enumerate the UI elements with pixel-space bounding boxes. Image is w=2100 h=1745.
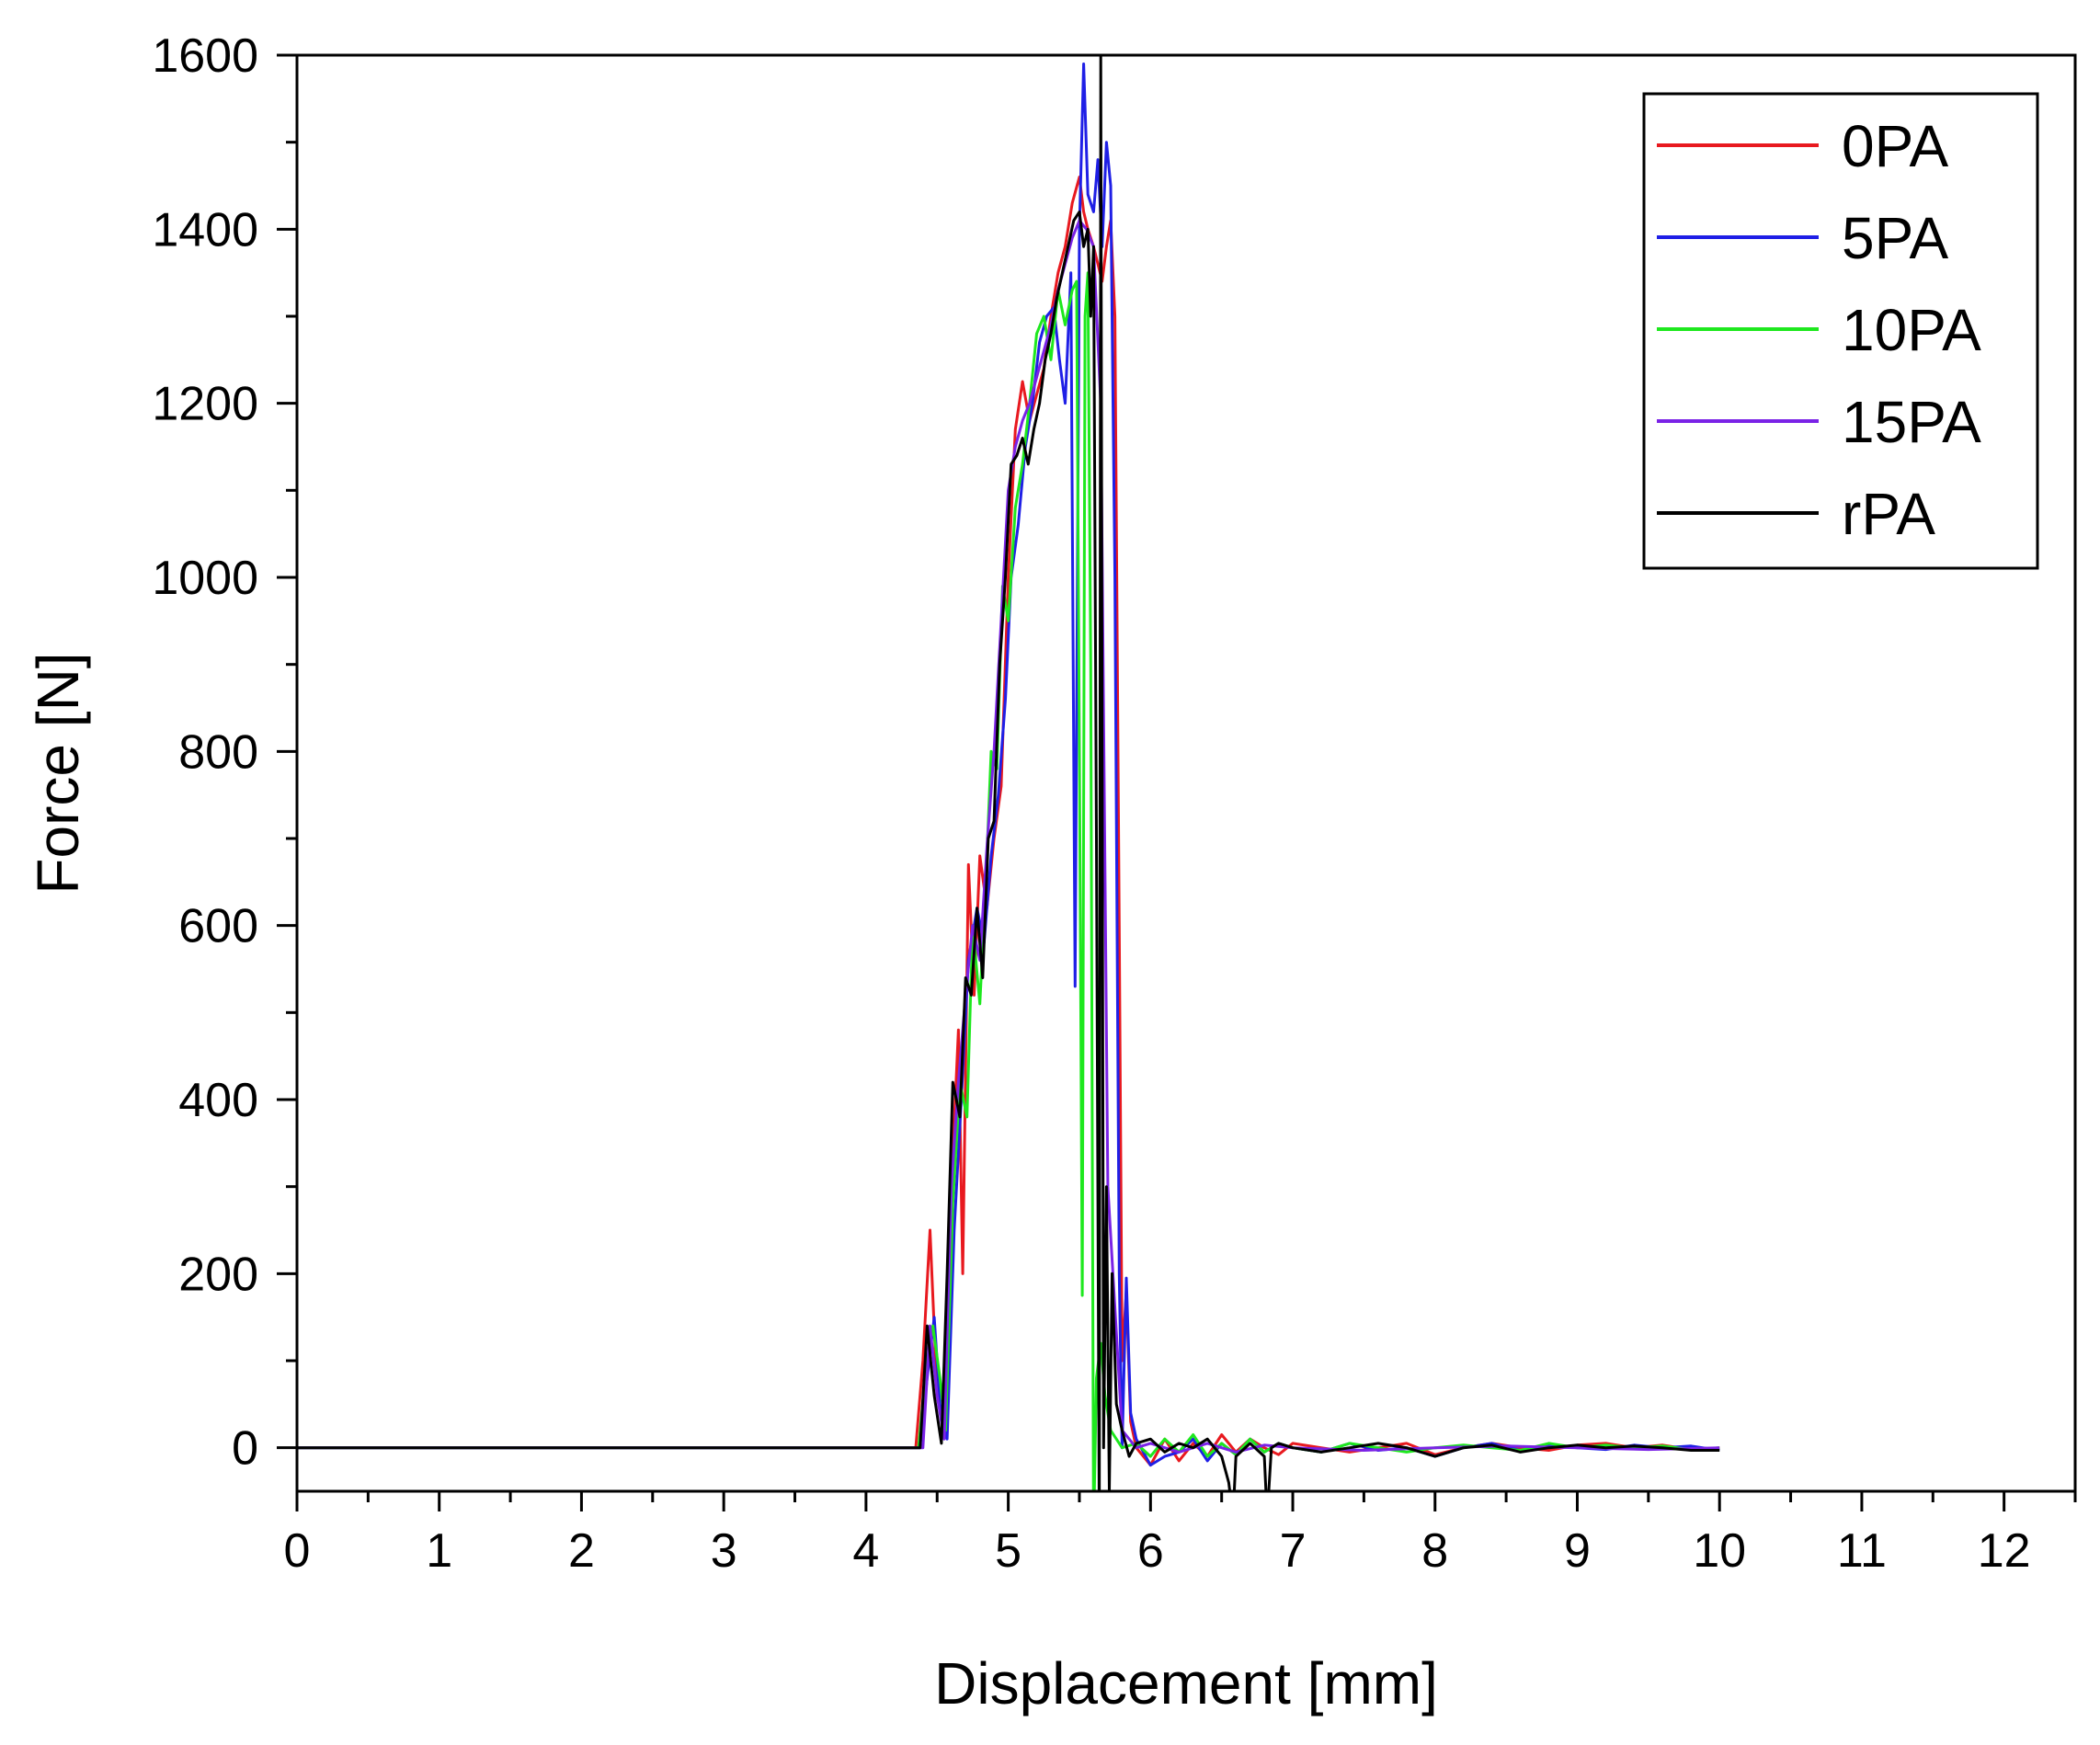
legend: 0PA 5PA 10PA 15PA rPA — [1642, 92, 2039, 570]
y-tick-label: 400 — [178, 1074, 258, 1127]
x-axis-title: Displacement [mm] — [934, 1650, 1438, 1716]
x-tick-label: 6 — [1137, 1524, 1164, 1578]
series-line-10pa — [297, 271, 1720, 1491]
y-tick-label: 1200 — [152, 378, 258, 431]
y-tick-label: 0 — [232, 1422, 258, 1476]
y-tick-label: 1400 — [152, 203, 258, 257]
y-axis-title: Force [N] — [25, 652, 91, 894]
axis-ticks — [277, 53, 2077, 1511]
x-tick-label: 3 — [711, 1524, 737, 1578]
y-tick-label: 600 — [178, 900, 258, 953]
series-line-15pa — [297, 219, 1720, 1454]
y-tick-label: 1000 — [152, 552, 258, 605]
legend-label: rPA — [1842, 481, 1935, 547]
x-tick-label: 2 — [568, 1524, 595, 1578]
series-line-rpa — [297, 55, 1720, 1491]
series-line-5pa — [297, 63, 1720, 1467]
x-tick-label: 7 — [1280, 1524, 1307, 1578]
series-lines — [297, 55, 1720, 1491]
y-tick-label: 1600 — [152, 29, 258, 83]
x-tick-label: 5 — [995, 1524, 1021, 1578]
plot-frame — [295, 53, 2077, 1493]
x-tick-label: 8 — [1421, 1524, 1448, 1578]
series-line-0pa — [297, 176, 1720, 1467]
x-tick-label: 1 — [426, 1524, 452, 1578]
x-tick-label: 0 — [284, 1524, 311, 1578]
x-tick-label: 9 — [1564, 1524, 1591, 1578]
x-tick-label: 12 — [1978, 1524, 2031, 1578]
legend-label: 10PA — [1842, 297, 1981, 363]
legend-label: 5PA — [1842, 205, 1949, 271]
x-tick-label: 10 — [1693, 1524, 1746, 1578]
tick-labels: 0 1 2 3 4 5 6 7 8 9 10 11 12020040060080010001200140… — [152, 29, 2030, 1578]
legend-label: 0PA — [1842, 113, 1949, 179]
x-tick-label: 4 — [852, 1524, 879, 1578]
legend-label: 15PA — [1842, 389, 1981, 455]
y-tick-label: 800 — [178, 725, 258, 779]
y-tick-label: 200 — [178, 1248, 258, 1301]
x-tick-label: 11 — [1837, 1524, 1887, 1578]
